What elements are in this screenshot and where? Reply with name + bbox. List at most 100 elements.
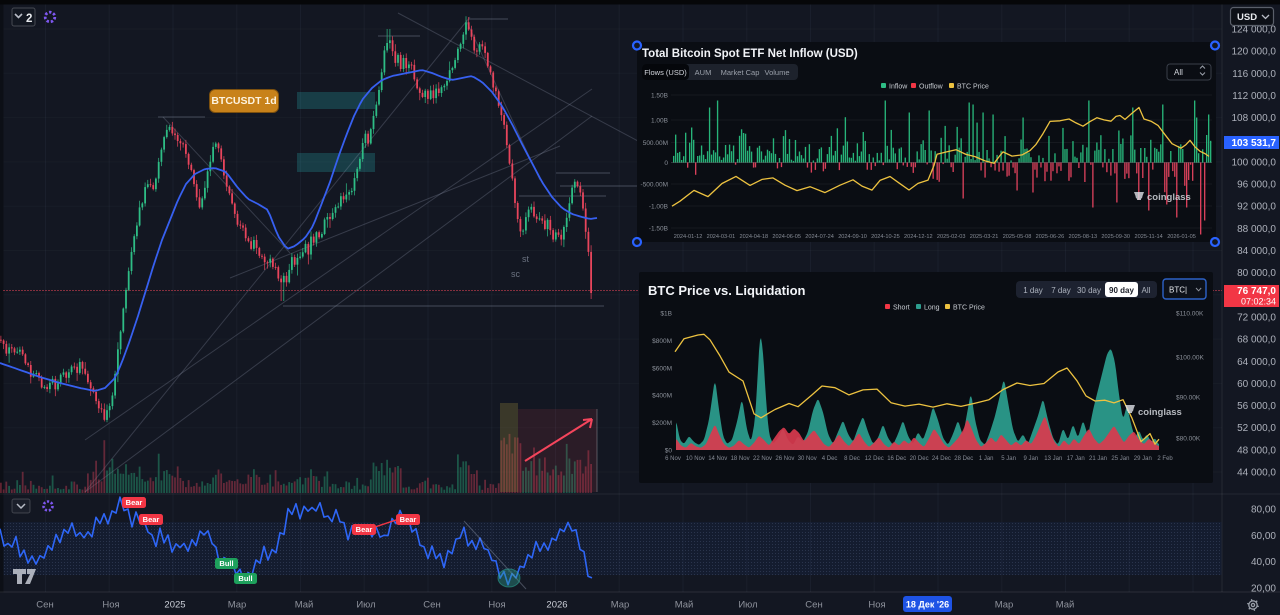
svg-text:Flows (USD): Flows (USD) xyxy=(644,68,687,77)
svg-text:60,00: 60,00 xyxy=(1251,531,1276,542)
svg-text:4 Dec: 4 Dec xyxy=(822,456,838,462)
svg-text:92 000,0: 92 000,0 xyxy=(1237,202,1276,213)
svg-text:-500.00M: -500.00M xyxy=(641,182,668,189)
svg-text:7 day: 7 day xyxy=(1051,286,1071,295)
svg-text:Ноя: Ноя xyxy=(102,600,119,611)
svg-text:116 000,0: 116 000,0 xyxy=(1232,69,1276,80)
svg-text:60 000,0: 60 000,0 xyxy=(1237,379,1276,390)
svg-text:2024-07-24: 2024-07-24 xyxy=(805,234,834,240)
svg-text:07:02:34: 07:02:34 xyxy=(1241,297,1276,307)
svg-text:coinglass: coinglass xyxy=(1138,407,1182,418)
svg-text:2025-05-08: 2025-05-08 xyxy=(1003,234,1032,240)
svg-text:-1.50B: -1.50B xyxy=(649,226,668,233)
svg-text:All: All xyxy=(1142,286,1151,295)
svg-text:2025-06-26: 2025-06-26 xyxy=(1036,234,1065,240)
svg-text:1.00B: 1.00B xyxy=(651,118,668,125)
svg-text:Ноя: Ноя xyxy=(488,600,505,611)
svg-text:2025-11-14: 2025-11-14 xyxy=(1134,234,1162,240)
svg-text:25 Jan: 25 Jan xyxy=(1111,456,1129,462)
svg-text:$200M: $200M xyxy=(652,420,672,427)
svg-text:20,00: 20,00 xyxy=(1251,584,1276,595)
svg-text:96 000,0: 96 000,0 xyxy=(1237,180,1276,191)
svg-text:Ноя: Ноя xyxy=(868,600,885,611)
svg-text:5 Jan: 5 Jan xyxy=(1001,456,1016,462)
svg-text:80,00: 80,00 xyxy=(1251,505,1276,516)
svg-text:Май: Май xyxy=(295,600,314,611)
svg-text:8 Dec: 8 Dec xyxy=(844,456,860,462)
svg-text:Bear: Bear xyxy=(126,498,143,507)
svg-text:124 000,0: 124 000,0 xyxy=(1232,25,1277,36)
svg-text:0: 0 xyxy=(664,160,668,167)
svg-text:26 Nov: 26 Nov xyxy=(775,456,794,462)
svg-text:-1.00B: -1.00B xyxy=(649,204,668,211)
svg-text:2025-08-13: 2025-08-13 xyxy=(1068,234,1097,240)
svg-text:72 000,0: 72 000,0 xyxy=(1237,312,1276,323)
svg-text:30 Nov: 30 Nov xyxy=(798,456,817,462)
svg-text:52 000,0: 52 000,0 xyxy=(1237,423,1276,434)
svg-text:9 Jan: 9 Jan xyxy=(1024,456,1039,462)
svg-text:Bull: Bull xyxy=(238,574,252,583)
svg-text:Сен: Сен xyxy=(423,600,440,611)
svg-text:12 Dec: 12 Dec xyxy=(865,456,884,462)
svg-text:108 000,0: 108 000,0 xyxy=(1232,113,1277,124)
svg-text:2024-09-10: 2024-09-10 xyxy=(838,234,867,240)
svg-text:Outflow: Outflow xyxy=(919,84,944,91)
svg-text:100 000,0: 100 000,0 xyxy=(1232,157,1277,168)
svg-text:84 000,0: 84 000,0 xyxy=(1237,246,1276,257)
svg-text:Total Bitcoin Spot ETF Net Inf: Total Bitcoin Spot ETF Net Inflow (USD) xyxy=(642,48,858,60)
svg-text:USD: USD xyxy=(1237,12,1257,23)
svg-text:Сен: Сен xyxy=(36,600,53,611)
svg-text:10 Nov: 10 Nov xyxy=(686,456,705,462)
svg-text:$90.00K: $90.00K xyxy=(1176,395,1201,402)
svg-text:1 Jan: 1 Jan xyxy=(979,456,994,462)
svg-text:Bear: Bear xyxy=(143,515,160,524)
svg-text:BTC Price: BTC Price xyxy=(953,305,985,312)
svg-text:st: st xyxy=(522,254,530,264)
svg-text:14 Nov: 14 Nov xyxy=(708,456,727,462)
svg-text:Сен: Сен xyxy=(805,600,822,611)
svg-text:Inflow: Inflow xyxy=(889,84,908,91)
svg-text:AUM: AUM xyxy=(695,68,712,77)
svg-text:44 000,0: 44 000,0 xyxy=(1237,468,1276,479)
svg-text:$800M: $800M xyxy=(652,338,672,345)
svg-text:20 Dec: 20 Dec xyxy=(910,456,929,462)
svg-text:16 Dec: 16 Dec xyxy=(887,456,906,462)
svg-text:2025: 2025 xyxy=(164,600,185,611)
svg-text:88 000,0: 88 000,0 xyxy=(1237,224,1276,235)
svg-text:sc: sc xyxy=(511,269,521,279)
svg-text:Volume: Volume xyxy=(764,68,789,77)
svg-text:30 day: 30 day xyxy=(1077,286,1101,295)
svg-text:120 000,0: 120 000,0 xyxy=(1232,47,1277,58)
svg-text:Bear: Bear xyxy=(400,515,417,524)
svg-text:$100.00K: $100.00K xyxy=(1176,355,1204,362)
svg-text:2: 2 xyxy=(26,13,32,25)
svg-text:2024-04-18: 2024-04-18 xyxy=(739,234,768,240)
svg-text:2025-02-03: 2025-02-03 xyxy=(937,234,966,240)
svg-text:29 Jan: 29 Jan xyxy=(1134,456,1152,462)
svg-text:17 Jan: 17 Jan xyxy=(1067,456,1085,462)
svg-text:68 000,0: 68 000,0 xyxy=(1237,335,1276,346)
svg-text:76 747,0: 76 747,0 xyxy=(1237,286,1276,297)
svg-text:$0: $0 xyxy=(665,448,673,455)
svg-text:Май: Май xyxy=(1056,600,1075,611)
svg-text:90 day: 90 day xyxy=(1109,286,1134,295)
svg-text:48 000,0: 48 000,0 xyxy=(1237,445,1276,456)
svg-text:$1B: $1B xyxy=(660,311,672,318)
svg-text:2026: 2026 xyxy=(546,600,567,611)
svg-text:28 Dec: 28 Dec xyxy=(954,456,973,462)
svg-text:coinglass: coinglass xyxy=(1147,192,1191,203)
svg-text:2024-12-12: 2024-12-12 xyxy=(904,234,933,240)
svg-text:Июл: Июл xyxy=(738,600,757,611)
svg-text:$110.00K: $110.00K xyxy=(1176,311,1204,318)
svg-text:BTC Price: BTC Price xyxy=(957,84,989,91)
svg-text:13 Jan: 13 Jan xyxy=(1044,456,1062,462)
svg-text:18 Nov: 18 Nov xyxy=(731,456,750,462)
svg-text:Bear: Bear xyxy=(356,525,373,534)
svg-text:2024-03-01: 2024-03-01 xyxy=(707,234,736,240)
svg-text:6 Nov: 6 Nov xyxy=(665,456,681,462)
svg-text:Мар: Мар xyxy=(611,600,630,611)
svg-text:$600M: $600M xyxy=(652,365,672,372)
svg-text:80 000,0: 80 000,0 xyxy=(1237,268,1276,279)
svg-text:BTC|: BTC| xyxy=(1169,286,1187,295)
svg-text:2024-10-25: 2024-10-25 xyxy=(871,234,900,240)
